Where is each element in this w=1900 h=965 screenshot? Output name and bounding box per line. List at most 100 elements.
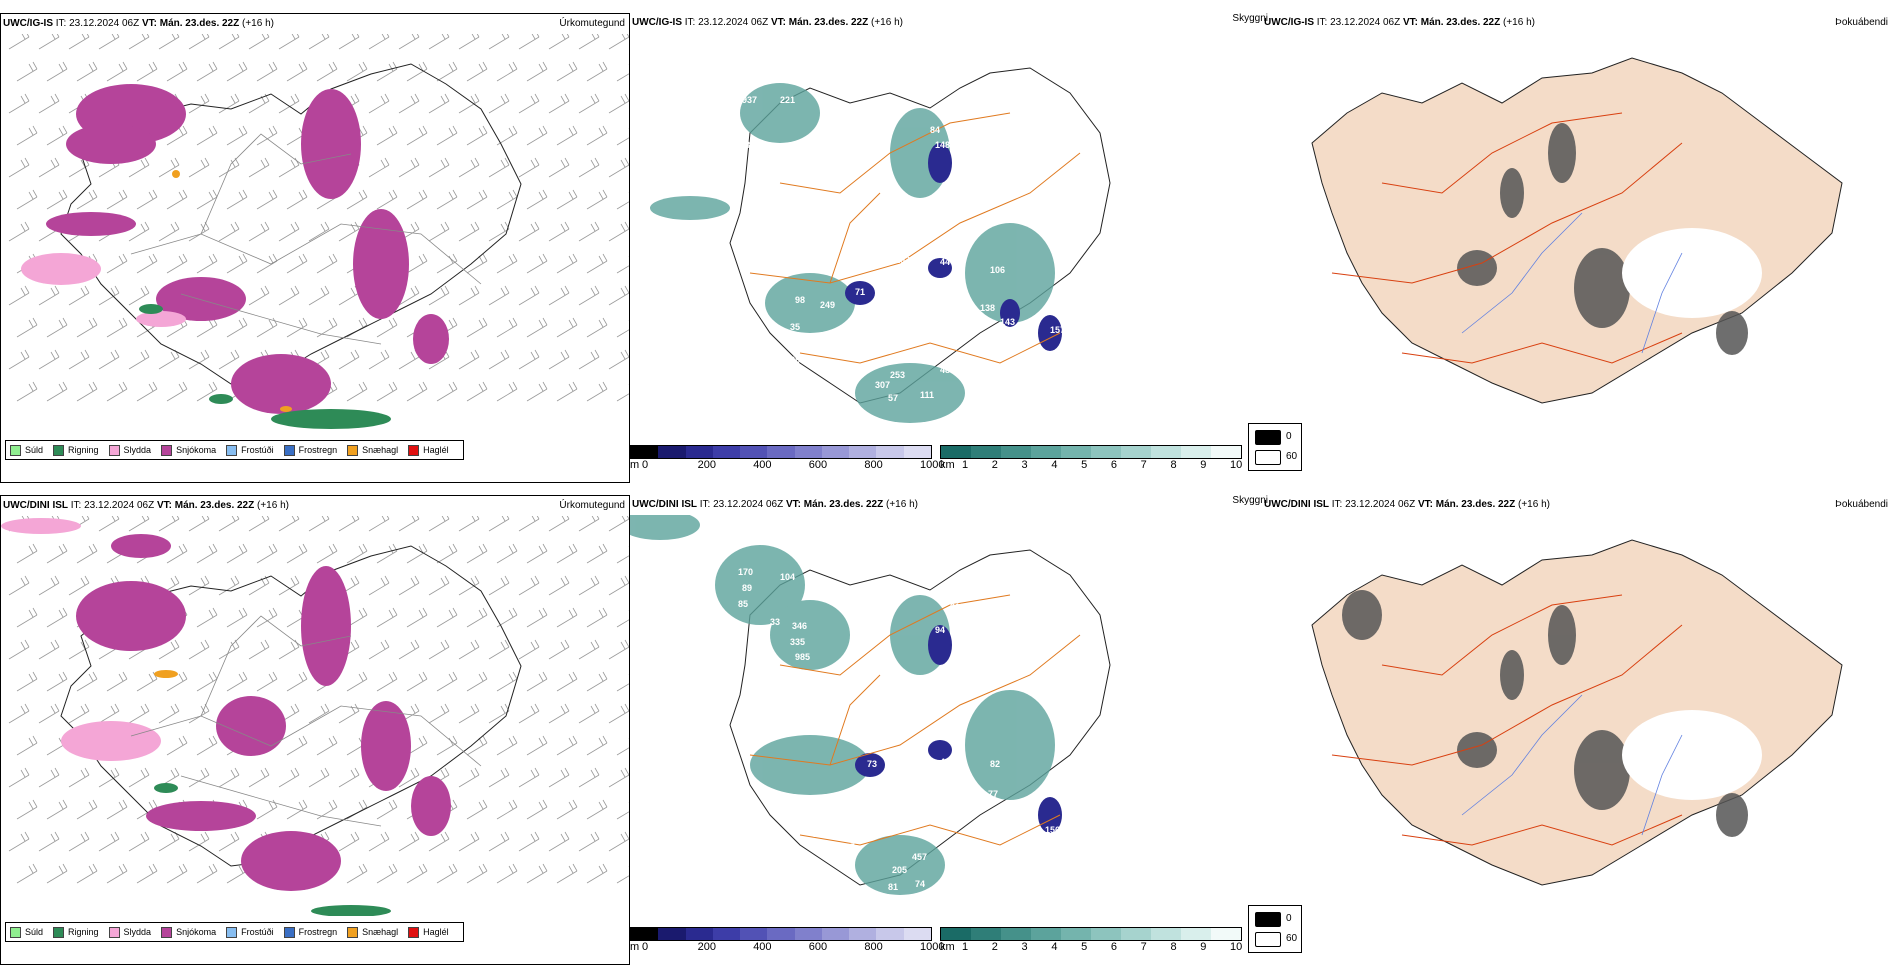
wind-barb — [38, 575, 60, 596]
wind-barb — [188, 93, 210, 114]
wind-barb — [526, 735, 548, 756]
wind-barb — [368, 831, 390, 852]
wind-barb — [458, 639, 480, 660]
wind-barb — [278, 157, 300, 178]
colorbar-tick: 5 — [1081, 459, 1088, 471]
legend-swatch — [53, 444, 65, 456]
it-value: 23.12.2024 06Z — [698, 17, 769, 28]
wind-barb — [368, 157, 390, 178]
wind-barb — [436, 735, 458, 756]
wind-barb — [578, 575, 600, 596]
cloudbase-value-label: 71 — [855, 287, 865, 297]
colorbar-tick: 5 — [1081, 941, 1088, 953]
model-name: UWC/IG-IS — [1264, 17, 1314, 28]
wind-barb — [38, 93, 60, 114]
wind-barb — [226, 543, 248, 564]
panel-title: Skyggni — [1232, 13, 1268, 24]
road-network — [749, 112, 1081, 364]
legend-swatch — [108, 444, 120, 456]
ice-pellet-areas — [172, 170, 292, 412]
wind-barb — [166, 671, 188, 692]
wind-barb — [46, 863, 68, 884]
wind-barb — [286, 253, 308, 274]
wind-barb — [368, 516, 390, 532]
road-network — [1331, 594, 1683, 846]
colorbar-segment — [903, 446, 931, 458]
wind-barb — [256, 543, 278, 564]
cloudbase-value-label: 44 — [940, 257, 950, 267]
precip-type-map — [8, 34, 629, 429]
cloudbase-value-label: 162 — [875, 270, 890, 280]
wind-barb — [406, 125, 428, 146]
colorbar-segment — [941, 928, 971, 940]
vt-value: Mán. 23.des. 22Z — [174, 500, 255, 511]
wind-barb — [496, 671, 518, 692]
colorbar-tick: 6 — [1110, 459, 1117, 471]
wind-barb — [526, 253, 548, 274]
cloudbase-value-label: 57 — [888, 393, 898, 403]
cloud-key-swatch — [1255, 912, 1281, 927]
wind-barb — [398, 157, 420, 178]
panel-title: Úrkomutegund — [559, 18, 625, 29]
wind-barb — [526, 863, 548, 884]
cloudbase-value-label: 94 — [935, 625, 945, 635]
wind-barb — [466, 317, 488, 338]
wind-barb — [526, 607, 548, 628]
wind-barb — [16, 799, 38, 820]
wind-barb — [128, 516, 150, 532]
wind-barb — [608, 639, 629, 660]
cloudbase-value-label: 90 — [930, 772, 940, 782]
wind-barb — [8, 831, 30, 852]
cloudbase-value-label: 111 — [920, 390, 934, 400]
wind-barb — [46, 125, 68, 146]
wind-barb — [188, 157, 210, 178]
wind-barb — [518, 767, 540, 788]
wind-barb — [488, 221, 510, 242]
iceland-coastline — [60, 545, 522, 867]
colorbar-segment — [1181, 928, 1211, 940]
colorbar-segment — [1091, 446, 1121, 458]
colorbar-tick: 0 — [642, 459, 649, 471]
wind-barb — [586, 735, 608, 756]
wind-barb — [488, 831, 510, 852]
wind-barb — [338, 285, 360, 306]
wind-barb — [466, 799, 488, 820]
cloudbase-value-label: 82 — [990, 759, 1000, 769]
wind-barb — [466, 61, 488, 82]
colorbar-segment — [1211, 928, 1241, 940]
lead-time: (+16 h) — [886, 499, 918, 510]
wind-barb — [586, 671, 608, 692]
wind-barb — [308, 767, 330, 788]
precip-panel-dini: UWC/DINI ISL IT: 23.12.2024 06Z VT: Mán.… — [0, 495, 630, 965]
cloudbase-value-label: 105 — [915, 275, 930, 285]
wind-barb — [526, 543, 548, 564]
wind-barb — [608, 34, 629, 50]
wind-barb — [316, 61, 338, 82]
cloudbase-value-label: 36 — [1055, 350, 1065, 360]
wind-barb — [466, 671, 488, 692]
wind-barb — [436, 61, 458, 82]
colorbar-segment — [971, 446, 1001, 458]
colorbar-tick: 8 — [1170, 941, 1177, 953]
wind-barb — [98, 349, 120, 370]
legend-swatch — [226, 444, 238, 456]
wind-barb — [256, 61, 278, 82]
cloud-key-label: 60 — [1286, 933, 1298, 944]
cloudbase-value-label: 102 — [895, 255, 910, 265]
colorbar-segment — [1061, 928, 1091, 940]
legend-label: Frostregn — [298, 445, 338, 455]
wind-barb — [136, 253, 158, 274]
wind-barb — [226, 125, 248, 146]
colorbar-segment — [1001, 446, 1031, 458]
ice-pellet-areas — [154, 670, 178, 678]
colorbar-tick: 7 — [1140, 941, 1147, 953]
road-network — [130, 615, 482, 827]
wind-barb — [158, 349, 180, 370]
wind-barb — [428, 221, 450, 242]
colorbar-tick: 8 — [1170, 459, 1177, 471]
colorbar-segment — [821, 446, 850, 458]
colorbar-tick: 7 — [1140, 459, 1147, 471]
wind-barb — [496, 61, 518, 82]
visibility-unit: km — [940, 941, 955, 953]
colorbar-segment — [876, 446, 904, 458]
